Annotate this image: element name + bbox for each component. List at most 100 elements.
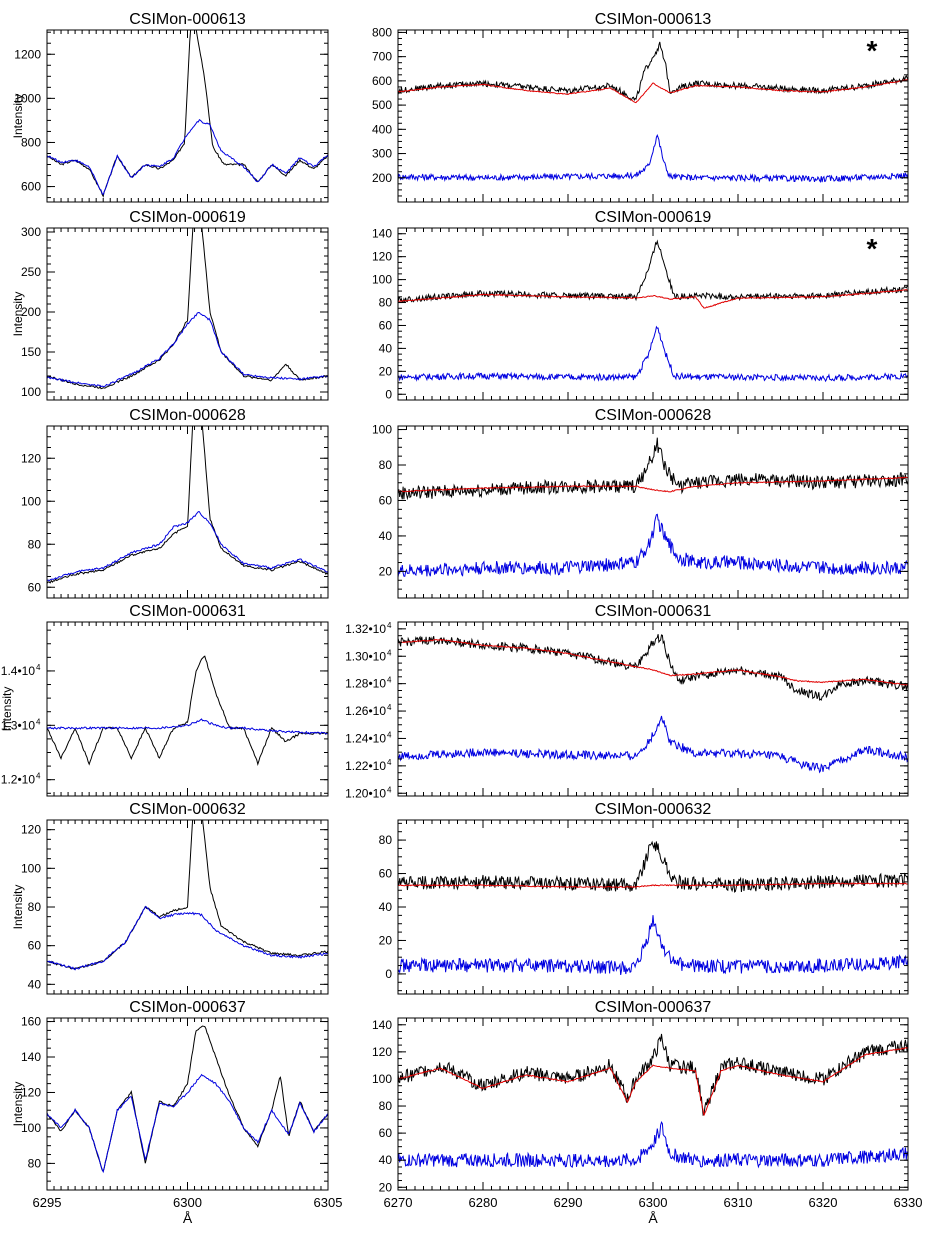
ytick-label: 80 [379,296,393,310]
ytick-label: 120 [21,451,41,465]
series-observed [47,1025,328,1173]
ytick-label: 1200 [14,47,41,61]
ytick-label: 80 [28,900,42,914]
ytick-label: 1.32•10 [345,622,386,636]
ytick-label: 40 [379,900,393,914]
ytick-label: 1.3•10 [1,718,36,732]
panel-11: CSIMon-000637 20 40 60 80 100 120 140 6270 6280 62… [372,999,922,1226]
ytick-label: 80 [379,458,393,472]
xtick-label: 6305 [314,1195,343,1210]
ytick-exponent: 4 [387,730,392,739]
series-template [398,638,908,686]
panel-4: CSIMon-000628 60 80 100 120 [21,407,329,599]
series-residual [47,906,328,971]
ytick-label: 60 [379,867,393,881]
y-axis-label: Intensity [0,687,14,732]
series-observed [398,840,908,893]
ytick-label: 60 [28,580,42,594]
ytick-label: 100 [21,494,41,508]
series-observed [47,228,328,390]
ytick-label: 800 [21,135,41,149]
ytick-label: 140 [372,227,392,241]
panel-title: CSIMon-000637 [595,999,712,1016]
series-template [398,476,908,493]
ytick-exponent: 4 [36,663,41,672]
ytick-label: 80 [28,537,42,551]
series-residual [398,134,908,183]
ytick-label: 500 [372,98,392,112]
panel-title: CSIMon-000632 [595,801,712,818]
ytick-label: 100 [372,1072,392,1086]
ytick-label: 250 [21,265,41,279]
panel-title: CSIMon-000632 [129,801,246,818]
ytick-label: 0 [385,967,392,981]
ytick-exponent: 4 [387,621,392,630]
y-axis-label: Intensity [11,94,25,139]
panel-title: CSIMon-000619 [129,209,246,226]
series-observed [398,239,908,304]
ytick-label: 60 [379,1126,393,1140]
xtick-label: 6270 [384,1195,413,1210]
ytick-label: 300 [21,225,41,239]
xtick-label: 6310 [724,1195,753,1210]
ytick-label: 1.22•10 [345,759,386,773]
ytick-label: 20 [379,1180,393,1194]
ytick-label: 80 [379,1099,393,1113]
ytick-label: 80 [28,1156,42,1170]
series-template [398,1047,908,1116]
ytick-label: 1.26•10 [345,704,386,718]
ytick-label: 200 [21,305,41,319]
panel-title: CSIMon-000631 [129,603,246,620]
panel-9: CSIMon-000632 0 20 40 60 80 [379,801,909,995]
ytick-label: 100 [21,1121,41,1135]
panel-title: CSIMon-000619 [595,209,712,226]
series-residual [398,513,908,578]
x-axis-label: Å [648,1210,658,1226]
ytick-exponent: 4 [36,772,41,781]
ytick-label: 0 [385,387,392,401]
ytick-label: 1.30•10 [345,649,386,663]
ytick-label: 120 [21,823,41,837]
ytick-label: 20 [379,364,393,378]
series-observed [398,1033,908,1117]
ytick-label: 20 [379,564,393,578]
panel-title: CSIMon-000628 [129,407,246,424]
series-residual [398,715,908,774]
ytick-label: 700 [372,50,392,64]
ytick-label: 200 [372,171,392,185]
series-residual [47,118,328,196]
ytick-label: 1.4•10 [1,664,36,678]
plot-frame [397,227,909,401]
y-axis-label: Intensity [11,885,25,930]
ytick-label: 120 [372,250,392,264]
ytick-label: 1.24•10 [345,731,386,745]
asterisk-marker: * [867,233,878,264]
panel-title: CSIMon-000631 [595,603,712,620]
ytick-exponent: 4 [387,676,392,685]
series-residual [398,325,908,383]
panel-title: CSIMon-000628 [595,407,712,424]
y-axis-label: Intensity [11,292,25,337]
ytick-label: 120 [372,1045,392,1059]
series-residual [47,718,328,735]
xtick-label: 6300 [639,1195,668,1210]
series-residual [47,311,328,388]
panel-title: CSIMon-000637 [129,999,246,1016]
ytick-label: 60 [28,939,42,953]
ytick-label: 1.28•10 [345,677,386,691]
series-residual [398,915,908,975]
ytick-exponent: 4 [36,717,41,726]
plot-frame [397,1017,909,1191]
ytick-label: 300 [372,147,392,161]
ytick-label: 160 [21,1015,41,1029]
ytick-label: 40 [379,1153,393,1167]
ytick-label: 100 [21,861,41,875]
xtick-label: 6280 [469,1195,498,1210]
ytick-label: 40 [379,529,393,543]
ytick-label: 20 [379,933,393,947]
ytick-label: 40 [379,341,393,355]
series-residual [47,511,328,582]
plot-frame [397,621,909,797]
xtick-label: 6320 [809,1195,838,1210]
